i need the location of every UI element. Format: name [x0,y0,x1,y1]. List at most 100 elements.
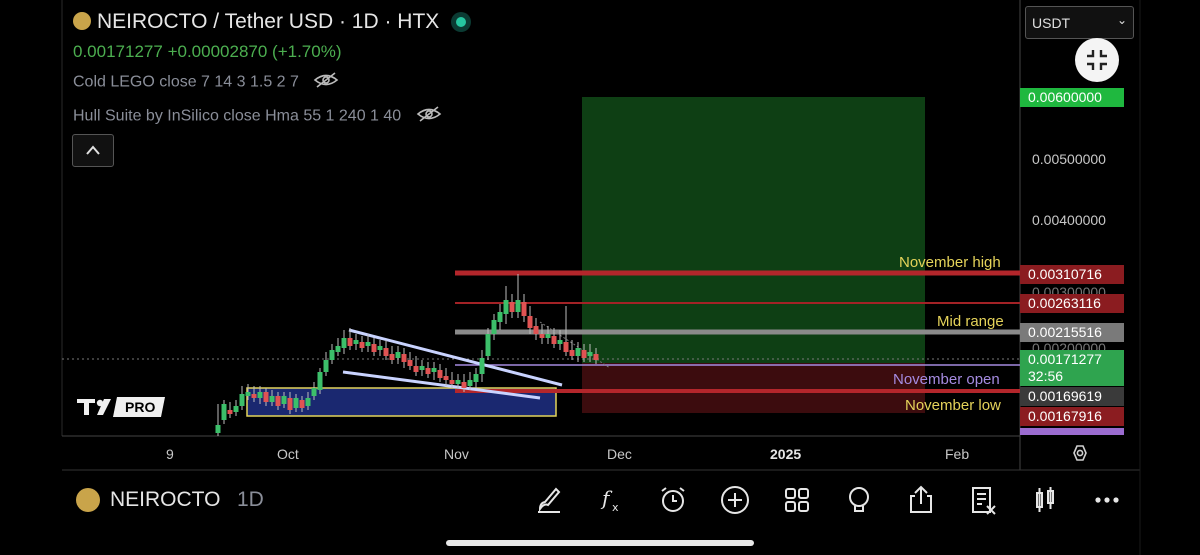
candle-body [299,400,305,408]
time-tick: 2025 [770,446,802,462]
candle-body [569,350,575,356]
candle-body [233,406,239,412]
november-open-price-tag: 0.00169619 [1020,387,1124,406]
candle-body [557,340,563,344]
candle-body [485,334,491,356]
svg-text:x: x [612,501,619,514]
indicator-cold-lego[interactable]: Cold LEGO close 7 14 3 1.5 2 7 [73,71,339,94]
mid-range-price-tag: 0.00215516 [1020,323,1124,342]
candle-body [449,380,455,384]
candle-body [221,404,227,420]
exit-fullscreen-button[interactable] [1075,38,1119,82]
home-indicator[interactable] [446,540,754,546]
candle-body [275,396,281,406]
candle-body [497,312,503,322]
november-high-label: November high [899,254,1001,271]
candle-body [473,374,479,382]
candle-body [587,352,593,356]
symbol-title[interactable]: NEIROCTO / Tether USD · 1D · HTX [73,10,439,34]
toolbar-symbol[interactable]: NEIROCTO [110,488,221,511]
last-price-tag: 0.00171277 32:56 [1020,350,1124,386]
candle-body [461,382,467,388]
candle-body [293,398,299,408]
candle-body [437,370,443,378]
alarm-icon[interactable] [656,483,690,517]
candle-body [335,346,341,352]
upper-trendline [348,328,563,387]
bar-countdown: 32:56 [1028,368,1064,384]
candle-body [443,376,449,380]
time-tick: Oct [277,446,299,462]
candle-body [503,300,509,314]
chevron-up-icon [86,145,100,155]
candle-body [371,344,377,352]
share-icon[interactable] [904,483,938,517]
candles-icon[interactable] [1028,483,1062,517]
eye-hidden-icon[interactable] [313,71,339,94]
lower-trendline [342,370,541,400]
candle-body [521,302,527,316]
candle-body [581,350,587,358]
time-tick: Feb [945,446,970,462]
layout-icon[interactable] [780,483,814,517]
last-price-value: 0.00171277 [1028,351,1102,367]
candle-body [215,425,221,433]
candle-body [365,342,371,346]
candle-body [395,352,401,358]
price-change: +0.00002870 (+1.70%) [167,42,342,61]
candle-body [545,334,551,338]
candle-body [383,348,389,356]
tradingview-logo: PRO [75,396,167,423]
candle-body [287,398,293,410]
candle-body [227,410,233,414]
candle-body [533,326,539,334]
price-change-line: 0.00171277 +0.00002870 (+1.70%) [73,42,341,62]
candle-body [539,334,545,338]
symbol-coin-icon [76,488,100,512]
candle-body [257,392,263,398]
november-high-price-tag: 0.00310716 [1020,265,1124,284]
candle-body [407,360,413,366]
candle-body [245,392,251,396]
market-status-icon[interactable] [451,12,471,32]
price-tick: 0.00400000 [1032,212,1106,228]
candle-body [353,340,359,344]
candle-body [593,354,599,360]
dotted-trendline [539,321,611,369]
target-zone [582,97,925,363]
currency-value: USDT [1032,15,1071,31]
candle-body [479,358,485,374]
more-icon[interactable] [1090,483,1124,517]
candle-body [347,338,353,346]
last-price: 0.00171277 [73,42,163,61]
candle-body [455,380,461,384]
candles-group [215,274,599,436]
candle-body [269,396,275,402]
candle-body [317,372,323,390]
eye-hidden-icon[interactable] [416,105,442,128]
toolbar-interval[interactable]: 1D [237,488,264,511]
add-icon[interactable] [718,483,752,517]
target-price-tag: 0.00600000 [1020,88,1124,107]
chart-settings-icon[interactable] [1068,442,1092,469]
candle-body [263,392,269,402]
coin-icon [73,12,91,30]
currency-select[interactable]: USDT ⌄ [1025,6,1134,39]
november-open-label: November open [893,371,1000,388]
watchlist-icon[interactable] [966,483,1000,517]
candle-body [329,350,335,360]
collapse-indicators-button[interactable] [72,134,114,167]
candle-body [281,396,287,404]
candle-body [575,348,581,356]
candle-body [467,380,473,386]
candle-body [311,388,317,396]
candle-body [341,338,347,348]
candle-body [239,394,245,406]
indicator-hull-suite[interactable]: Hull Suite by InSilico close Hma 55 1 24… [73,105,442,128]
ideas-icon[interactable] [842,483,876,517]
indicator-label: Cold LEGO close 7 14 3 1.5 2 7 [73,73,299,91]
cut-off-price-tag [1020,428,1124,435]
brush-icon[interactable] [532,483,566,517]
